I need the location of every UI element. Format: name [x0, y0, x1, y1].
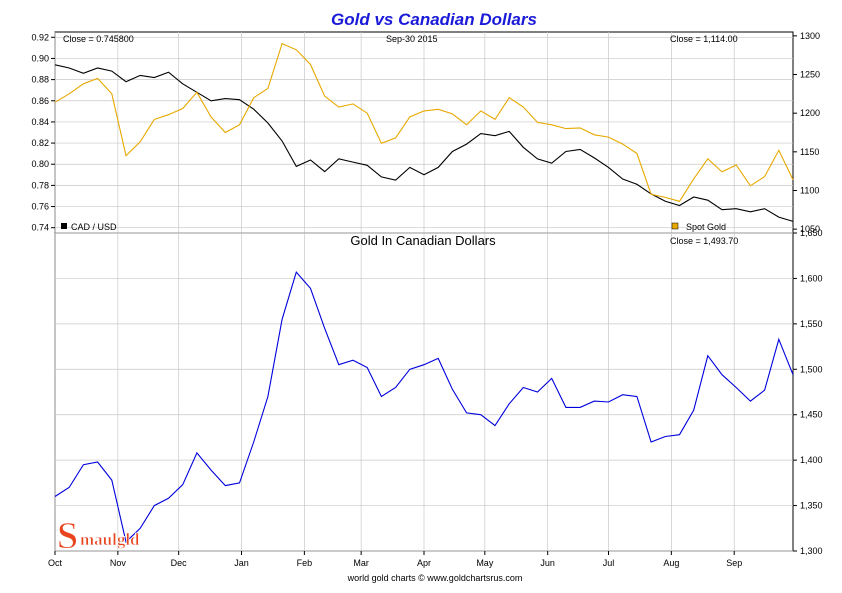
top-gridlines: [54, 32, 793, 233]
x-tick-label: Jan: [234, 558, 249, 568]
left-axis-ticks: 0.92 0.90 0.88 0.86 0.84 0.82 0.80 0.78 0.76 0.74: [31, 32, 55, 233]
left-tick-label: 0.82: [31, 138, 49, 148]
top-series-lines: [54, 42, 794, 222]
left-tick-label: 0.78: [31, 180, 49, 190]
right-tick-label: 1100: [800, 185, 819, 195]
legend-spot-gold: Spot Gold: [686, 222, 726, 232]
x-tick-label: Aug: [663, 558, 679, 568]
legend-swatch-gold: [671, 222, 679, 230]
bottom-right-axis-ticks: 1,650 1,600 1,550 1,500 1,450 1,400 1,350 1,300: [793, 228, 823, 556]
left-tick-label: 0.76: [31, 202, 49, 212]
left-tick-label: 0.80: [31, 159, 49, 169]
left-tick-label: 0.84: [31, 117, 49, 127]
bottom-right-tick-label: 1,400: [800, 455, 823, 465]
x-tick-label: Apr: [417, 558, 431, 568]
right-axis-ticks: 1300 1250 1200 1150 1100 1050: [793, 31, 820, 234]
x-tick-label: Jun: [540, 558, 555, 568]
left-tick-label: 0.88: [31, 75, 49, 85]
bottom-right-tick-label: 1,300: [800, 546, 823, 556]
left-tick-label: 0.92: [31, 32, 49, 42]
bottom-gridlines: [54, 232, 793, 552]
bottom-panel: 1,650 1,600 1,550 1,500 1,450 1,400 1,350 1,300: [54, 228, 823, 556]
right-tick-label: 1050: [800, 224, 820, 234]
date-label: Sep-30 2015: [386, 34, 438, 44]
left-tick-label: 0.74: [31, 223, 49, 233]
svg-text:maulgld: maulgld: [80, 530, 140, 549]
x-tick-label: Oct: [48, 558, 63, 568]
spot-gold-line: [54, 42, 794, 202]
footer-credit: world gold charts © www.goldchartsrus.co…: [347, 573, 523, 583]
right-tick-label: 1300: [800, 31, 820, 41]
svg-text:S: S: [57, 515, 78, 557]
bottom-right-tick-label: 1,350: [800, 501, 823, 511]
x-tick-label: May: [476, 558, 494, 568]
x-tick-label: Nov: [110, 558, 127, 568]
x-tick-label: Mar: [353, 558, 369, 568]
left-tick-label: 0.90: [31, 53, 49, 63]
smaulgld-logo: S maulgld: [57, 515, 141, 558]
bottom-right-tick-label: 1,650: [800, 228, 823, 238]
right-tick-label: 1250: [800, 70, 820, 80]
x-tick-label: Jul: [603, 558, 615, 568]
left-tick-label: 0.86: [31, 96, 49, 106]
bottom-right-tick-label: 1,550: [800, 319, 823, 329]
bottom-panel-title: Gold In Canadian Dollars: [350, 233, 496, 248]
chart-title: Gold vs Canadian Dollars: [331, 10, 537, 29]
right-tick-label: 1200: [800, 108, 820, 118]
close-cad-label: Close = 0.745800: [63, 34, 134, 44]
x-axis-ticks: Oct Nov Dec Jan Feb Mar Apr May Jun Jul Aug Sep: [48, 551, 742, 568]
close-gold-cad-label: Close = 1,493.70: [670, 236, 738, 246]
x-tick-label: Feb: [297, 558, 313, 568]
right-tick-label: 1150: [800, 147, 819, 157]
top-panel: 0.92 0.90 0.88 0.86 0.84 0.82 0.80 0.78 0.76 0.74…: [31, 31, 820, 234]
close-gold-label: Close = 1,114.00: [670, 34, 738, 44]
cad-usd-line: [54, 64, 794, 222]
legend-swatch-cad: [61, 223, 67, 229]
bottom-right-tick-label: 1,600: [800, 273, 823, 283]
bottom-right-tick-label: 1,450: [800, 410, 823, 420]
legend-cad-usd: CAD / USD: [71, 222, 117, 232]
x-tick-label: Dec: [171, 558, 188, 568]
gold-cad-line: [54, 270, 794, 543]
bottom-right-tick-label: 1,500: [800, 364, 823, 374]
x-tick-label: Sep: [726, 558, 742, 568]
bottom-series-line: [54, 270, 794, 543]
